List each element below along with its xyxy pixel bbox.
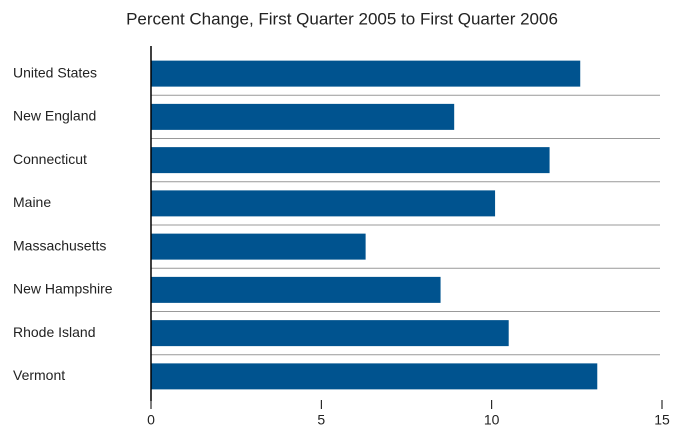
x-tick-label: 15 [654, 412, 670, 428]
y-tick-label: Connecticut [13, 151, 87, 167]
x-tick-label: 10 [484, 412, 500, 428]
chart-title: Percent Change, First Quarter 2005 to Fi… [126, 9, 558, 28]
x-tick-label: 0 [147, 412, 155, 428]
bar [151, 147, 550, 174]
y-tick-label: Rhode Island [13, 324, 96, 340]
y-tick-label: New Hampshire [13, 281, 113, 297]
y-tick-label: United States [13, 64, 97, 80]
x-tick-label: 5 [317, 412, 325, 428]
y-tick-label: New England [13, 108, 96, 124]
y-tick-label: Maine [13, 194, 51, 210]
y-tick-label: Vermont [13, 367, 65, 383]
bar [151, 233, 366, 260]
bar [151, 320, 509, 347]
bar [151, 103, 455, 130]
bar [151, 276, 441, 303]
bar [151, 363, 598, 390]
bar [151, 60, 581, 87]
bar [151, 190, 496, 217]
y-tick-label: Massachusetts [13, 237, 106, 253]
